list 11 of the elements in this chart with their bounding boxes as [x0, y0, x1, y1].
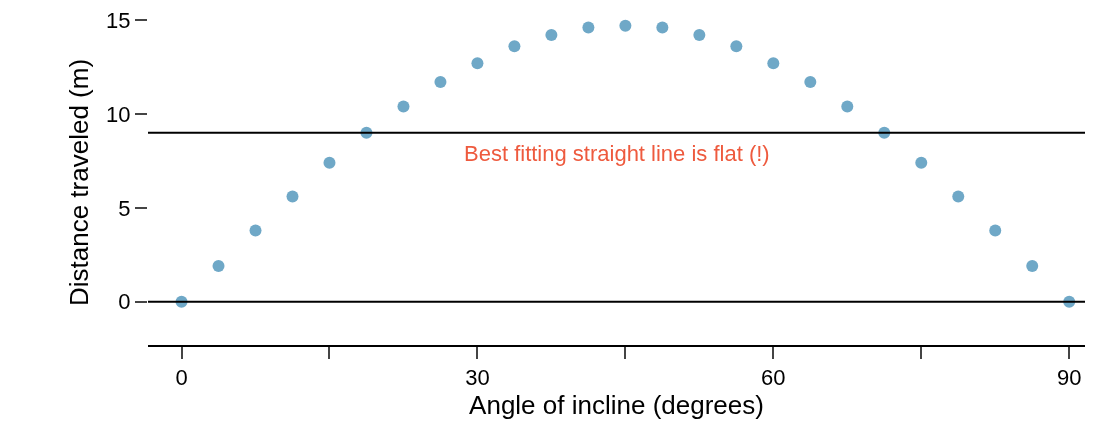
y-tick-label: 5 [118, 195, 131, 221]
y-tick-label: 10 [106, 101, 131, 127]
y-tick-label: 15 [106, 7, 131, 33]
x-tick-label: 60 [761, 365, 786, 391]
y-axis-title: Distance traveled (m) [63, 58, 94, 307]
y-tick-label: 0 [118, 289, 131, 315]
ref-line-label: Best fitting straight line is flat (!) [464, 141, 770, 166]
x-tick-label: 90 [1056, 365, 1082, 391]
x-axis-title: Angle of incline (degrees) [469, 390, 764, 421]
x-tick-label: 0 [175, 365, 188, 391]
x-tick-label: 30 [465, 365, 490, 391]
